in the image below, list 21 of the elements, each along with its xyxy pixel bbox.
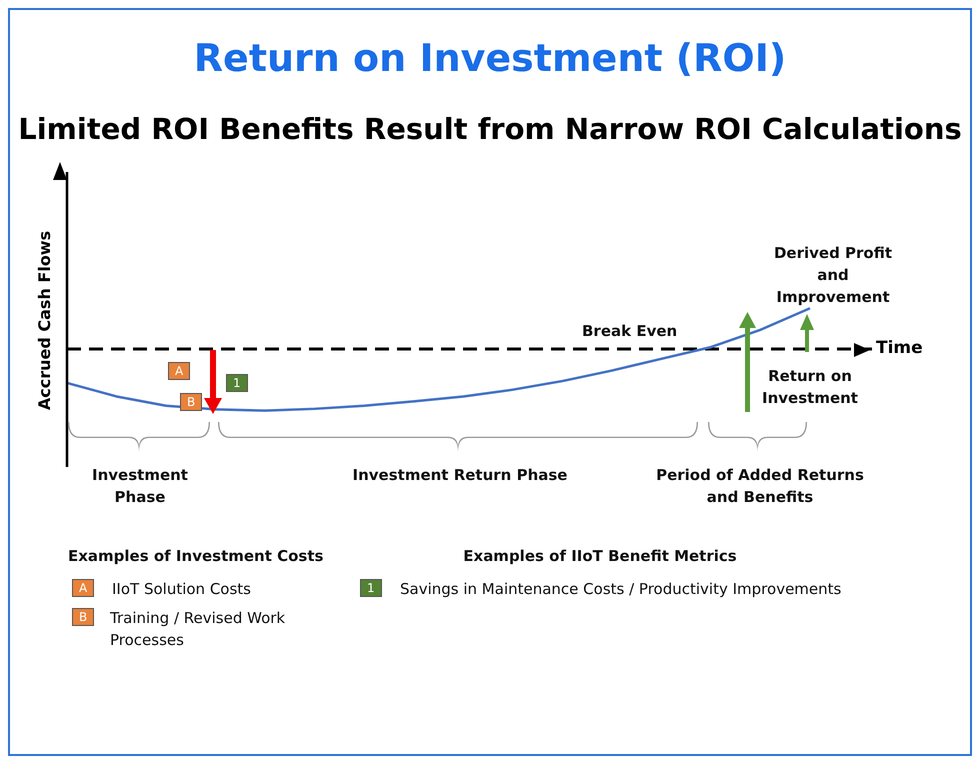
- text: Examples of Investment Costs: [68, 546, 324, 567]
- text: 1: [360, 579, 382, 597]
- annotation: B: [180, 393, 202, 411]
- text: IIoT Solution Costs: [112, 579, 252, 600]
- annotation: 1: [226, 374, 248, 392]
- text: A: [72, 579, 94, 597]
- text: Savings in Maintenance Costs / Productivity Improvements: [400, 579, 842, 600]
- text: Period of Added Returns and Benefits: [655, 465, 865, 508]
- annotation: A: [168, 362, 190, 380]
- text: Investment Phase: [91, 465, 189, 508]
- annotation: Return on Investment: [761, 366, 859, 409]
- text: B: [72, 608, 94, 626]
- text: Investment Return Phase: [352, 465, 568, 486]
- text: Training / Revised Work Processes: [110, 608, 286, 651]
- y-axis-title: Accrued Cash Flows: [36, 230, 54, 410]
- x-axis-title: Time: [876, 338, 923, 358]
- text: Examples of IIoT Benefit Metrics: [462, 546, 738, 567]
- chart-subtitle: Limited ROI Benefits Result from Narrow ROI Calculations: [17, 112, 963, 146]
- chart-title: Return on Investment (ROI): [192, 36, 788, 80]
- annotation: Break Even: [582, 321, 678, 342]
- text: Derived Profit and Improvement: [772, 243, 894, 308]
